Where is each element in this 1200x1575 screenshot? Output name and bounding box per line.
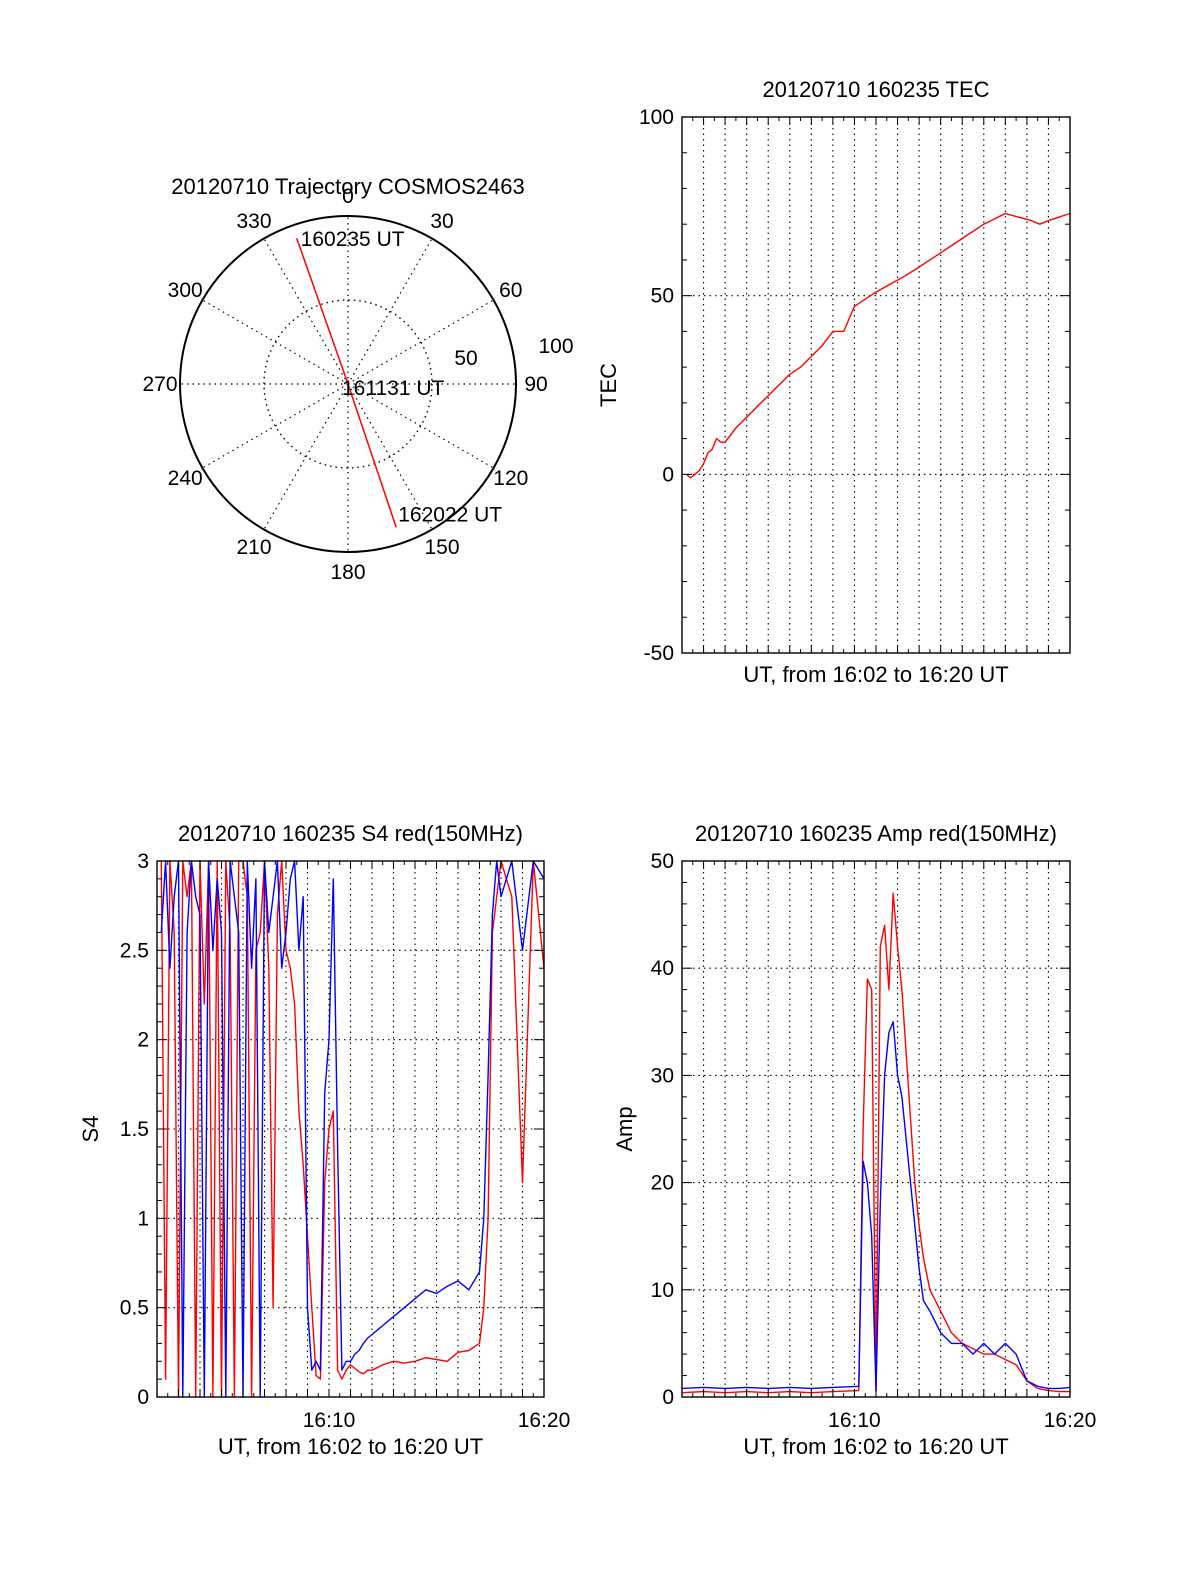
polar-radius-label: 50	[454, 347, 477, 370]
y-tick-label: 0	[662, 1386, 674, 1409]
polar-spoke	[202, 383, 349, 469]
y-tick-label: 2.5	[120, 939, 149, 962]
tec-plot: 20120710 160235 TEC -50 0 50 100 UT, from 16:…	[596, 77, 1071, 687]
polar-time-annotation: 161131 UT	[342, 377, 445, 400]
series-line	[685, 212, 1071, 479]
polar-angle-label: 210	[236, 536, 271, 559]
plot-frame	[681, 860, 1071, 1398]
polar-angle-label: 180	[330, 561, 365, 584]
y-tick-label: 50	[651, 285, 674, 308]
polar-angle-label: 300	[168, 279, 203, 302]
series-line	[681, 892, 1070, 1394]
x-tick-label: 16:10	[828, 1409, 881, 1432]
polar-spoke	[202, 299, 349, 385]
s4-plot: 20120710 160235 S4 red(150MHz) 0 0.5 1 1.5 2 2…	[78, 821, 570, 1459]
polar-angle-label: 150	[424, 536, 459, 559]
y-tick-label: 2	[137, 1029, 149, 1052]
y-tick-label: 50	[651, 850, 674, 873]
x-axis-label: UT, from 16:02 to 16:20 UT	[743, 662, 1008, 687]
series-line	[681, 1021, 1071, 1392]
polar-angle-label: 30	[430, 210, 453, 233]
y-tick-label: 0.5	[120, 1297, 149, 1320]
polar-angle-label: 240	[168, 467, 203, 490]
plot-frame	[681, 116, 1071, 654]
y-axis-label: Amp	[612, 1106, 637, 1151]
x-tick-label: 16:10	[303, 1409, 356, 1432]
polar-angle-label: 90	[524, 373, 547, 396]
y-tick-label: 0	[137, 1386, 149, 1409]
y-tick-label: 1.5	[120, 1118, 149, 1141]
x-axis-label: UT, from 16:02 to 16:20 UT	[218, 1434, 483, 1459]
y-tick-label: 40	[651, 957, 674, 980]
y-tick-label: 1	[137, 1207, 149, 1230]
y-axis-label: TEC	[596, 363, 621, 407]
polar-spoke	[347, 238, 433, 385]
x-tick-label: 16:20	[518, 1409, 571, 1432]
y-axis-label: S4	[78, 1116, 103, 1143]
polar-angle-label: 330	[236, 210, 271, 233]
y-tick-label: 100	[639, 106, 674, 129]
polar-radius-label: 100	[538, 335, 573, 358]
polar-angle-label: 120	[493, 467, 528, 490]
x-tick-label: 16:20	[1044, 1409, 1097, 1432]
polar-spoke	[263, 238, 349, 385]
polar-time-annotation: 160235 UT	[301, 228, 405, 251]
y-tick-label: 0	[662, 463, 674, 486]
y-tick-label: -50	[644, 642, 674, 665]
y-tick-label: 10	[651, 1279, 674, 1302]
polar-trajectory-line	[295, 237, 397, 528]
polar-spoke	[347, 383, 433, 530]
plot-title: 20120710 160235 Amp red(150MHz)	[695, 821, 1057, 846]
amp-plot: 20120710 160235 Amp red(150MHz) 0 10 20 30 40…	[612, 821, 1096, 1459]
polar-spoke	[347, 299, 494, 385]
polar-angle-label: 270	[142, 373, 177, 396]
plot-title: 20120710 160235 S4 red(150MHz)	[178, 821, 523, 846]
polar-angle-label: 60	[499, 279, 522, 302]
polar-angle-label: 0	[342, 185, 354, 208]
y-tick-label: 20	[651, 1172, 674, 1195]
polar-title: 20120710 Trajectory COSMOS2463	[171, 174, 524, 199]
polar-spoke	[263, 383, 349, 530]
series-line	[160, 860, 545, 1398]
y-tick-label: 3	[137, 850, 149, 873]
series-line	[160, 860, 545, 1398]
plot-title: 20120710 160235 TEC	[762, 77, 989, 102]
polar-outer-ring	[179, 215, 517, 553]
polar-inner-ring	[263, 299, 433, 469]
y-tick-label: 30	[651, 1064, 674, 1087]
polar-spoke	[347, 383, 494, 469]
x-axis-label: UT, from 16:02 to 16:20 UT	[743, 1434, 1008, 1459]
polar-time-annotation: 162022 UT	[398, 503, 502, 526]
